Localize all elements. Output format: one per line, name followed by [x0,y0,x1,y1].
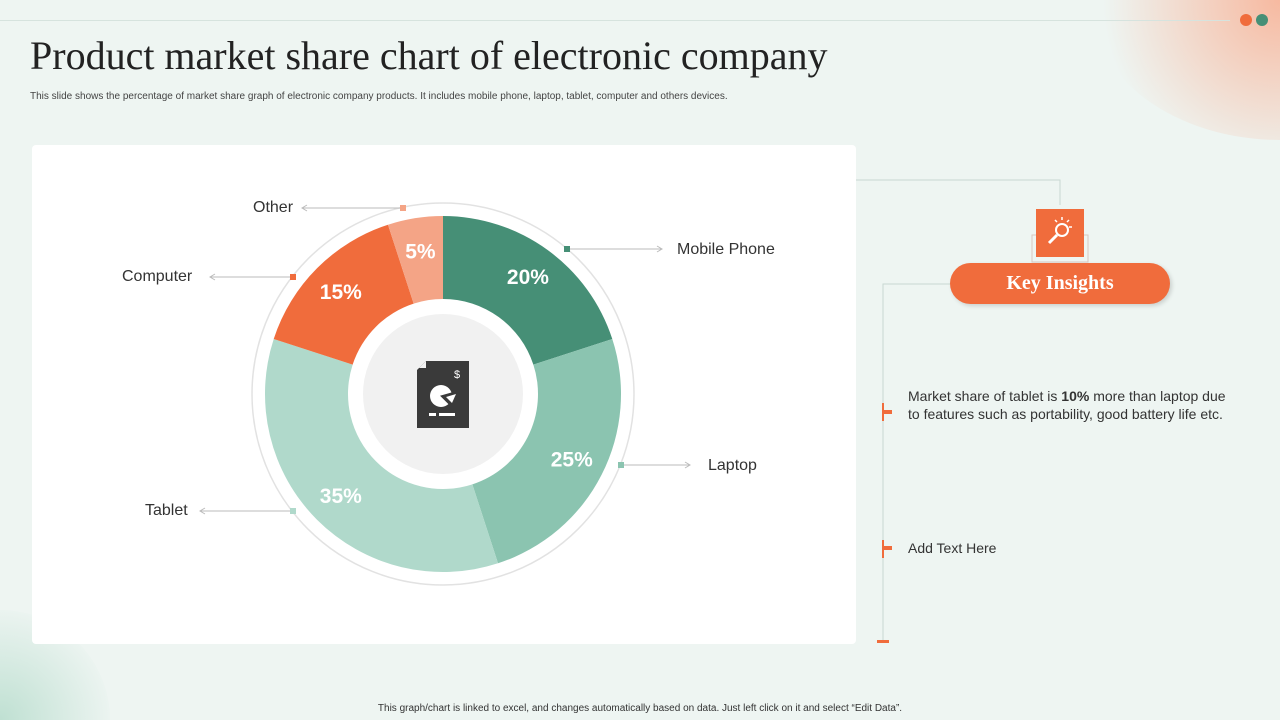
data-label: 15% [320,281,362,304]
arrow-icon [209,273,216,281]
connector-line [856,179,1061,205]
insight-item[interactable]: Add Text Here [908,540,997,556]
arrow-icon [199,507,206,515]
arrow-icon [301,204,308,212]
data-label: 20% [507,266,549,289]
arrow-icon [684,461,691,469]
lightbulb-search-icon [1047,217,1072,245]
data-label: 5% [405,240,436,263]
decor-dot [1240,14,1252,26]
subtitle: This slide shows the percentage of marke… [30,91,728,102]
outer-ring [251,202,635,586]
page-title: Product market share chart of electronic… [30,33,828,78]
arrow-icon [656,245,663,253]
svg-text:$: $ [454,369,460,381]
insight-highlight: 10% [1061,388,1090,404]
legend-label-tablet: Tablet [145,502,188,519]
timeline-end [877,640,889,643]
legend-label-computer: Computer [122,268,193,285]
insight-text: more than laptop due to features such as… [908,388,1226,422]
donut-slice-other[interactable] [387,216,443,304]
leader-marker [618,462,624,468]
insight-item: Market share of tablet is 10% more than … [908,387,1228,423]
donut-slice-computer[interactable] [273,224,414,365]
donut-slice-mobile-phone[interactable] [443,216,613,365]
insight-icon-box [1036,209,1084,257]
connector-line [882,283,950,642]
insight-text: Market share of tablet is [908,388,1062,404]
footer-note: This graph/chart is linked to excel, and… [377,703,903,714]
decor-dot [1256,14,1268,26]
leader-marker [400,205,406,211]
leader-marker [564,246,570,252]
divider [0,20,1230,21]
donut-slice-tablet[interactable] [265,338,499,572]
bullet-arrow-icon [884,410,892,550]
financial-report-pie-icon: $ [417,361,469,428]
legend-label-other: Other [253,199,294,216]
data-label: 35% [320,485,362,508]
legend-label-laptop: Laptop [708,457,757,474]
key-insights-heading: Key Insights [950,263,1170,304]
leader-marker [290,274,296,280]
donut-slice-laptop[interactable] [472,338,622,564]
leader-marker [290,508,296,514]
legend-label-mobile-phone: Mobile Phone [677,241,775,258]
data-label: 25% [551,449,593,472]
